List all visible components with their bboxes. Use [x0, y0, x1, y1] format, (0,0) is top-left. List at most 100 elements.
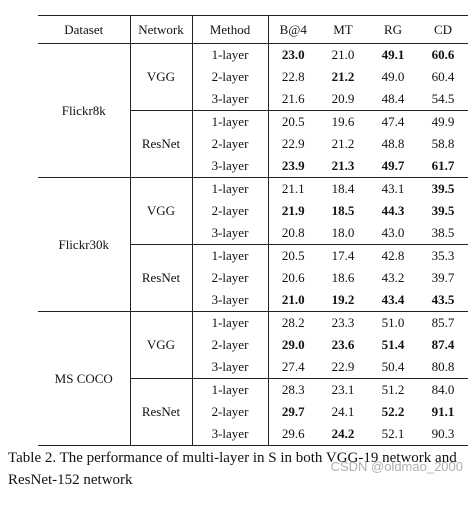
value-cell: 43.1	[368, 178, 418, 201]
dataset-cell: Flickr8k	[38, 43, 131, 178]
value-cell: 24.2	[318, 423, 368, 446]
value-text: 21.0	[281, 292, 305, 307]
table-row: 3-layer 23.9 21.3 49.7 61.7	[38, 155, 468, 178]
method-cell: 1-layer	[192, 177, 269, 200]
value-text: 18.5	[331, 203, 355, 218]
value-cell: 43.4	[368, 289, 418, 312]
value-cell: 29.0	[268, 334, 318, 356]
method-cell: 1-layer	[192, 110, 269, 133]
value-cell: 48.4	[368, 88, 418, 111]
value-cell: 87.4	[418, 334, 468, 356]
table-row: 2-layer 22.9 21.2 48.8 58.8	[38, 133, 468, 155]
value-cell: 52.2	[368, 401, 418, 423]
value-cell: 20.8	[268, 222, 318, 245]
value-cell: 23.9	[268, 155, 318, 178]
value-text: 18.6	[331, 270, 355, 285]
value-text: 21.2	[331, 69, 355, 84]
value-text: 49.1	[381, 47, 405, 62]
value-text: 43.5	[431, 292, 455, 307]
value-text: 58.8	[431, 136, 455, 151]
value-cell: 22.9	[318, 356, 368, 379]
value-text: 22.9	[331, 359, 355, 374]
value-text: 39.5	[431, 181, 455, 196]
value-text: 85.7	[431, 315, 455, 330]
method-cell: 1-layer	[192, 43, 269, 66]
value-text: 21.6	[281, 91, 305, 106]
value-cell: 21.3	[318, 155, 368, 178]
value-text: 48.4	[381, 91, 405, 106]
value-text: 24.1	[331, 404, 355, 419]
table-row: 3-layer 21.6 20.9 48.4 54.5	[38, 88, 468, 111]
dataset-cell: Flickr30k	[38, 177, 131, 312]
network-cell: ResNet	[130, 378, 193, 446]
value-text: 61.7	[431, 158, 455, 173]
value-cell: 20.9	[318, 88, 368, 111]
table-row: 2-layer 22.8 21.2 49.0 60.4	[38, 66, 468, 88]
value-cell: 21.1	[268, 178, 318, 201]
header-meteor: MT	[318, 15, 368, 44]
value-cell: 54.5	[418, 88, 468, 111]
value-text: 39.7	[431, 270, 455, 285]
value-cell: 47.4	[368, 111, 418, 134]
method-cell: 3-layer	[192, 88, 269, 111]
value-cell: 22.8	[268, 66, 318, 88]
value-cell: 20.5	[268, 245, 318, 268]
value-cell: 80.8	[418, 356, 468, 379]
value-text: 60.4	[431, 69, 455, 84]
value-cell: 21.2	[318, 66, 368, 88]
value-text: 47.4	[381, 114, 405, 129]
value-text: 22.9	[281, 136, 305, 151]
value-text: 19.6	[331, 114, 355, 129]
table-row: Flickr8k VGG 1-layer 23.0 21.0 49.1 60.6	[38, 43, 468, 178]
method-cell: 3-layer	[192, 289, 269, 312]
value-cell: 29.6	[268, 423, 318, 446]
results-table: Dataset Network Method B@4 MT RG CD Flic…	[38, 15, 468, 446]
header-method: Method	[192, 15, 269, 44]
value-text: 87.4	[431, 337, 455, 352]
method-cell: 3-layer	[192, 423, 269, 446]
table-row: 3-layer 20.8 18.0 43.0 38.5	[38, 222, 468, 245]
value-text: 50.4	[381, 359, 405, 374]
method-cell: 2-layer	[192, 267, 269, 289]
value-text: 43.4	[381, 292, 405, 307]
value-text: 21.0	[331, 47, 355, 62]
value-cell: 49.7	[368, 155, 418, 178]
value-cell: 35.3	[418, 245, 468, 268]
value-text: 20.9	[331, 91, 355, 106]
value-cell: 43.0	[368, 222, 418, 245]
value-text: 20.6	[281, 270, 305, 285]
value-text: 80.8	[431, 359, 455, 374]
value-text: 28.3	[281, 382, 305, 397]
value-text: 42.8	[381, 248, 405, 263]
value-text: 20.5	[281, 114, 305, 129]
value-cell: 18.4	[318, 178, 368, 201]
value-text: 49.7	[381, 158, 405, 173]
header-network: Network	[130, 15, 193, 44]
value-text: 28.2	[281, 315, 305, 330]
table-row: 2-layer 29.7 24.1 52.2 91.1	[38, 401, 468, 423]
value-cell: 20.5	[268, 111, 318, 134]
table-row: ResNet 1-layer 28.3 23.1 51.2 84.0	[38, 378, 468, 446]
value-text: 90.3	[431, 426, 455, 441]
value-cell: 43.5	[418, 289, 468, 312]
table-caption: Table 2. The performance of multi-layer …	[8, 450, 457, 488]
value-cell: 18.6	[318, 267, 368, 289]
method-cell: 3-layer	[192, 222, 269, 245]
value-text: 49.9	[431, 114, 455, 129]
header-rouge: RG	[368, 15, 418, 44]
value-text: 21.9	[281, 203, 305, 218]
value-text: 20.8	[281, 225, 305, 240]
value-cell: 23.3	[318, 312, 368, 335]
value-text: 52.2	[381, 404, 405, 419]
header-bleu4: B@4	[268, 15, 318, 44]
value-cell: 19.6	[318, 111, 368, 134]
value-cell: 39.7	[418, 267, 468, 289]
network-cell: ResNet	[130, 110, 193, 178]
method-cell: 2-layer	[192, 401, 269, 423]
header-row: Dataset Network Method B@4 MT RG CD	[38, 15, 468, 44]
value-cell: 21.0	[268, 289, 318, 312]
value-cell: 23.6	[318, 334, 368, 356]
value-text: 23.9	[281, 158, 305, 173]
value-text: 44.3	[381, 203, 405, 218]
table-row: 2-layer 20.6 18.6 43.2 39.7	[38, 267, 468, 289]
